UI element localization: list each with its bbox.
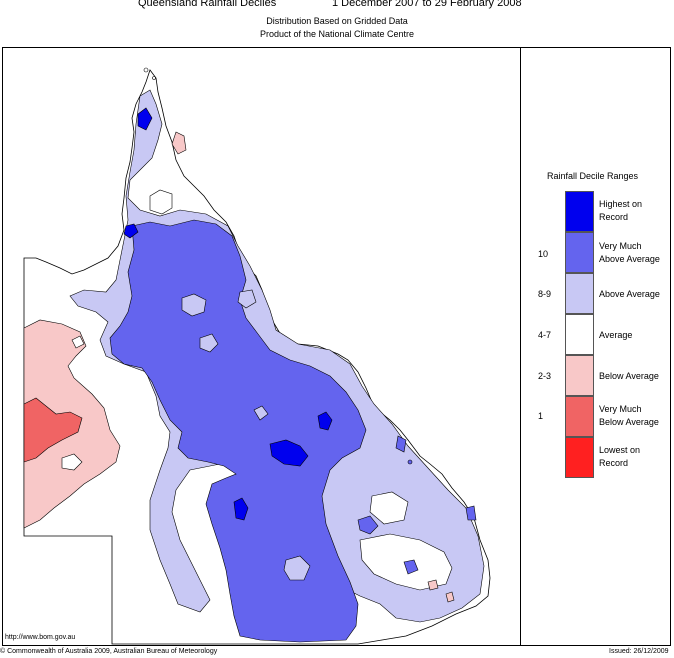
region-very-much-above-east-4 xyxy=(465,505,477,521)
legend-decile-4-7: 4-7 xyxy=(538,330,552,340)
legend-title: Rainfall Decile Ranges xyxy=(547,171,639,181)
region-average-east-1 xyxy=(369,491,409,525)
region-very-much-above-east-1 xyxy=(357,515,379,535)
region-very-much-above-east-3 xyxy=(395,435,407,453)
region-average-west-inner xyxy=(61,453,83,471)
legend-label-line: Highest on xyxy=(599,199,643,209)
region-above-average-inner-2 xyxy=(199,333,219,353)
legend-swatch-highest xyxy=(565,191,594,232)
region-below-average-south-east-2 xyxy=(445,591,455,603)
legend-swatch-above xyxy=(565,273,594,314)
region-above-average-inner-3 xyxy=(237,289,257,309)
region-average-cape-york xyxy=(149,189,173,215)
footer-issued-date: Issued: 26/12/2009 xyxy=(609,648,669,655)
region-highest-central xyxy=(269,439,309,467)
footer-copyright: © Commonwealth of Australia 2009, Austra… xyxy=(0,648,218,655)
map-title-bar: Queensland Rainfall Deciles 1 December 2… xyxy=(0,0,674,14)
legend-label-average: Average xyxy=(599,329,632,342)
legend-label-line: Above Average xyxy=(599,289,660,299)
region-above-average-inner-5 xyxy=(253,405,269,421)
legend-swatch-below xyxy=(565,355,594,396)
region-very-much-above-average xyxy=(109,219,367,643)
region-above-average-inner-1 xyxy=(181,293,207,317)
island-torres-2 xyxy=(152,76,156,80)
legend-label-below: Below Average xyxy=(599,370,659,383)
island-east xyxy=(407,459,413,465)
map-period: 1 December 2007 to 29 February 2008 xyxy=(332,0,522,9)
legend-divider xyxy=(520,47,521,646)
legend-label-line: Very Much xyxy=(599,404,642,414)
region-highest-cape xyxy=(137,107,153,131)
region-below-average-north-east xyxy=(171,131,187,155)
footer-url[interactable]: http://www.bom.gov.au xyxy=(5,634,76,641)
legend-swatch-very-much-below xyxy=(565,396,594,437)
legend-decile-10: 10 xyxy=(538,249,549,259)
region-very-much-above-east-2 xyxy=(403,559,419,575)
region-above-average-inner-4 xyxy=(283,555,311,581)
legend-label-line: Average xyxy=(599,330,633,340)
legend-label-line: Very Much xyxy=(599,241,642,251)
region-very-much-below-west xyxy=(23,397,83,463)
region-highest-gulf xyxy=(123,223,139,239)
legend-label-highest: Highest on Record xyxy=(599,198,642,224)
legend-swatch-average xyxy=(565,314,594,355)
legend-label-very-much-above: Very Much Above Average xyxy=(599,240,660,266)
legend-label-line: Below Average xyxy=(599,417,659,427)
legend-label-very-much-below: Very Much Below Average xyxy=(599,403,659,429)
legend-label-line: Record xyxy=(599,458,629,468)
legend-label-line: Above Average xyxy=(599,254,660,264)
legend-label-above: Above Average xyxy=(599,288,660,301)
legend-decile-8-9: 8-9 xyxy=(538,289,552,299)
region-highest-southwest xyxy=(233,497,249,521)
map-frame xyxy=(2,47,671,646)
island-torres-1 xyxy=(143,67,149,73)
map-subtitle-product: Product of the National Climate Centre xyxy=(259,29,415,39)
map-title: Queensland Rainfall Deciles xyxy=(138,0,277,9)
legend-decile-2-3: 2-3 xyxy=(538,371,552,381)
region-below-average-south-east xyxy=(427,579,439,591)
legend-decile-1: 1 xyxy=(538,411,544,421)
region-average-west-inner-2 xyxy=(71,335,85,349)
map-subtitle-distribution: Distribution Based on Gridded Data xyxy=(266,16,408,26)
legend-swatch-lowest xyxy=(565,437,594,478)
legend-label-line: Record xyxy=(599,212,629,222)
legend-label-lowest: Lowest on Record xyxy=(599,444,640,470)
legend-label-line: Below Average xyxy=(599,371,659,381)
region-highest-central-2 xyxy=(317,411,333,431)
legend-label-line: Lowest on xyxy=(599,445,641,455)
legend-swatch-very-much-above xyxy=(565,232,594,273)
